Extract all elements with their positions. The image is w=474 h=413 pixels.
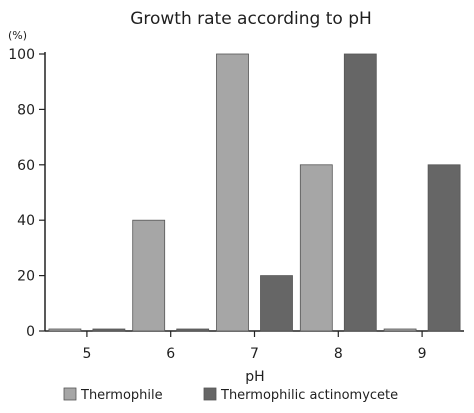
- bar-thermophile-ph-6: [132, 219, 166, 332]
- x-axis-ticks: 5 6 7 8 9: [82, 331, 427, 362]
- chart-title: Growth rate according to pH: [130, 9, 372, 29]
- bar-thermophilic-actinomycete-ph-8: [343, 53, 377, 332]
- y-axis-ticks: 0 20 40 60 80 100: [8, 47, 45, 340]
- legend-swatch-thermophilic-actinomycete: [203, 387, 217, 401]
- bar-thermophilic-actinomycete-ph-5: [92, 328, 126, 332]
- bars: [48, 53, 461, 332]
- x-tick-label: 6: [166, 346, 175, 362]
- legend-label-thermophile: Thermophile: [80, 388, 163, 403]
- x-tick-label: 8: [334, 346, 343, 362]
- x-tick-label: 7: [250, 346, 259, 362]
- axes: [44, 52, 464, 332]
- y-tick-label: 0: [26, 324, 35, 340]
- y-tick-label: 40: [17, 213, 35, 229]
- x-axis-label: pH: [245, 369, 264, 385]
- y-tick-label: 80: [17, 102, 35, 118]
- y-tick-label: 100: [8, 47, 35, 63]
- legend-swatch-thermophile: [63, 387, 77, 401]
- y-tick-label: 60: [17, 158, 35, 174]
- bar-thermophile-ph-8: [299, 164, 333, 332]
- bar-thermophilic-actinomycete-ph-7: [260, 275, 293, 332]
- legend-label-thermophilic-actinomycete: Thermophilic actinomycete: [220, 388, 398, 403]
- y-axis-unit-label: (%): [8, 29, 27, 42]
- x-tick-label: 5: [82, 346, 91, 362]
- bar-thermophile-ph-7: [216, 53, 249, 332]
- bar-thermophile-ph-5: [48, 328, 82, 332]
- legend: Thermophile Thermophilic actinomycete: [63, 387, 398, 403]
- bar-thermophilic-actinomycete-ph-6: [176, 328, 210, 332]
- y-tick-label: 20: [17, 269, 35, 285]
- bar-thermophilic-actinomycete-ph-9: [427, 164, 461, 332]
- x-tick-label: 9: [418, 346, 427, 362]
- bar-thermophile-ph-9: [383, 328, 417, 332]
